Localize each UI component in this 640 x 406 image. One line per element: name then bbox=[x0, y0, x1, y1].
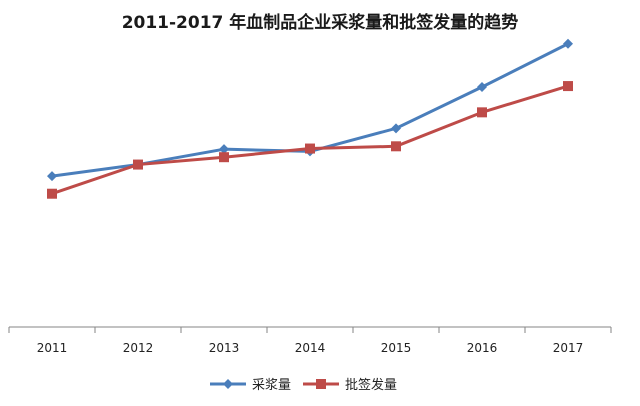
x-tick-label: 2016 bbox=[467, 341, 498, 355]
series-line bbox=[51, 84, 569, 196]
legend-label: 批签发量 bbox=[345, 377, 397, 393]
data-point bbox=[219, 152, 229, 163]
data-point bbox=[305, 143, 315, 154]
x-tick-label: 2012 bbox=[123, 341, 154, 355]
data-point bbox=[563, 81, 573, 92]
data-point bbox=[391, 141, 401, 152]
data-point bbox=[477, 82, 487, 93]
series-2 bbox=[47, 81, 573, 199]
legend-item: 采浆量 bbox=[210, 378, 291, 393]
x-tick-label: 2017 bbox=[553, 341, 584, 355]
x-tick-labels: 2011 2012 2013 2014 2015 2016 2017 bbox=[37, 341, 584, 355]
x-tick-label: 2014 bbox=[295, 341, 326, 355]
data-point bbox=[477, 107, 487, 118]
legend-marker bbox=[223, 379, 233, 389]
x-tick-label: 2015 bbox=[381, 341, 412, 355]
data-point bbox=[219, 144, 229, 155]
x-tick-label: 2013 bbox=[209, 341, 240, 355]
legend-marker bbox=[316, 379, 326, 389]
legend-label: 采浆量 bbox=[252, 378, 291, 393]
x-axis bbox=[8, 326, 612, 333]
x-tick-label: 2011 bbox=[37, 341, 68, 355]
data-point bbox=[47, 188, 57, 199]
chart-title: 2011-2017 年血制品企业采浆量和批签发量的趋势 bbox=[121, 13, 519, 33]
legend: 采浆量 批签发量 bbox=[210, 377, 397, 393]
legend-item: 批签发量 bbox=[303, 377, 397, 393]
data-point bbox=[133, 159, 143, 170]
data-point bbox=[47, 171, 57, 182]
data-point bbox=[563, 38, 573, 49]
series-layer bbox=[47, 38, 573, 199]
data-point bbox=[391, 123, 401, 134]
